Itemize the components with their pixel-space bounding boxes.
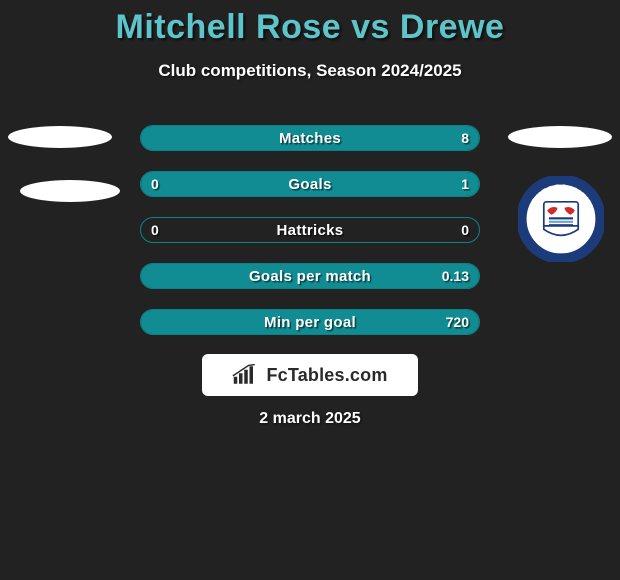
stat-bar-goals-per-match: Goals per match 0.13 [140,263,480,289]
player-right-avatar-placeholder [508,126,612,148]
bar-chart-icon [232,364,260,386]
brand-text: FcTables.com [266,365,387,386]
stat-bar-hattricks: 0 Hattricks 0 [140,217,480,243]
brand-box: FcTables.com [202,354,418,396]
stat-value-right: 8 [461,126,469,150]
stat-bar-goals: 0 Goals 1 [140,171,480,197]
stat-label: Matches [141,126,479,150]
stat-value-right: 720 [446,310,469,334]
stat-label: Goals [141,172,479,196]
stat-label: Goals per match [141,264,479,288]
stat-bar-min-per-goal: Min per goal 720 [140,309,480,335]
stat-label: Hattricks [141,218,479,242]
stat-value-right: 0 [461,218,469,242]
stat-label: Min per goal [141,310,479,334]
club-badge-icon: OXFORD CITY FOOTBALL CLUB [518,176,604,262]
club-badge-right: OXFORD CITY FOOTBALL CLUB [518,176,604,262]
subtitle: Club competitions, Season 2024/2025 [0,61,620,81]
player-left-club-placeholder [20,180,120,202]
stats-container: Matches 8 0 Goals 1 0 Hattricks 0 Goals … [140,125,480,355]
page-title: Mitchell Rose vs Drewe [0,0,620,47]
player-left-avatar-placeholder [8,126,112,148]
stat-bar-matches: Matches 8 [140,125,480,151]
date-text: 2 march 2025 [0,410,620,428]
stat-value-right: 1 [461,172,469,196]
stat-value-right: 0.13 [442,264,469,288]
